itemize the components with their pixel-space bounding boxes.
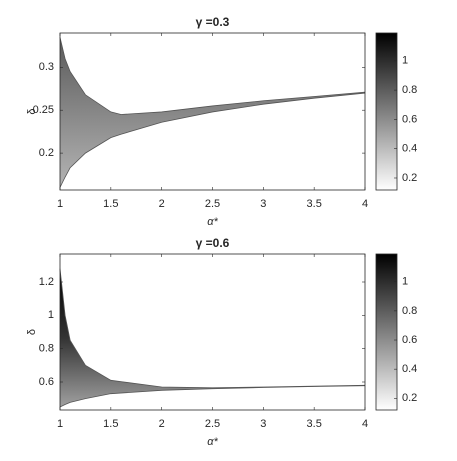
colorbar [375, 32, 398, 191]
x-tick-label: 4 [362, 418, 368, 430]
x-tick-label: 3 [260, 198, 266, 210]
colorbar-tick-label: 1 [402, 55, 408, 67]
colorbar-tick-label: 0.4 [402, 363, 417, 375]
y-tick-label: 0.3 [39, 61, 54, 73]
x-tick-label: 4 [362, 198, 368, 210]
colorbar-tick-label: 0.2 [402, 392, 417, 404]
band-area [60, 37, 365, 188]
x-tick-label: 2 [159, 198, 165, 210]
colorbar-tick-label: 0.6 [402, 334, 417, 346]
colorbar-tick-label: 0.4 [402, 143, 417, 155]
x-tick-label: 1 [57, 418, 63, 430]
x-tick-label: 2 [159, 418, 165, 430]
colorbar-tick-label: 0.6 [402, 113, 417, 125]
y-tick-label: 1.2 [39, 276, 54, 288]
y-axis-label: δ [26, 108, 38, 114]
y-tick-label: 0.25 [33, 104, 54, 116]
colorbar-tick-label: 0.8 [402, 305, 417, 317]
chart-title: γ =0.6 [196, 236, 230, 250]
band-edge [59, 268, 366, 389]
colorbar [375, 253, 398, 411]
x-tick-label: 3 [260, 418, 266, 430]
y-tick-label: 0.8 [39, 343, 54, 355]
y-tick-label: 0.2 [39, 147, 54, 159]
colorbar-tick-label: 0.8 [402, 84, 417, 96]
band-edge [59, 385, 366, 408]
x-tick-label: 2.5 [205, 418, 220, 430]
y-tick-label: 1 [48, 309, 54, 321]
colorbar-tick-label: 0.2 [402, 172, 417, 184]
x-tick-label: 3.5 [307, 418, 322, 430]
y-tick-label: 0.6 [39, 376, 54, 388]
x-tick-label: 3.5 [307, 198, 322, 210]
band-area [60, 268, 365, 407]
x-tick-label: 1.5 [103, 418, 118, 430]
x-tick-label: 2.5 [205, 198, 220, 210]
colorbar-tick-label: 1 [402, 276, 408, 288]
x-axis-label: α* [207, 436, 218, 448]
x-tick-label: 1 [57, 198, 63, 210]
band-edge [59, 37, 366, 115]
x-tick-label: 1.5 [103, 198, 118, 210]
y-axis-label: δ [26, 329, 38, 335]
band-edge [59, 92, 366, 188]
x-axis-label: α* [207, 216, 218, 228]
chart-title: γ =0.3 [196, 15, 230, 29]
